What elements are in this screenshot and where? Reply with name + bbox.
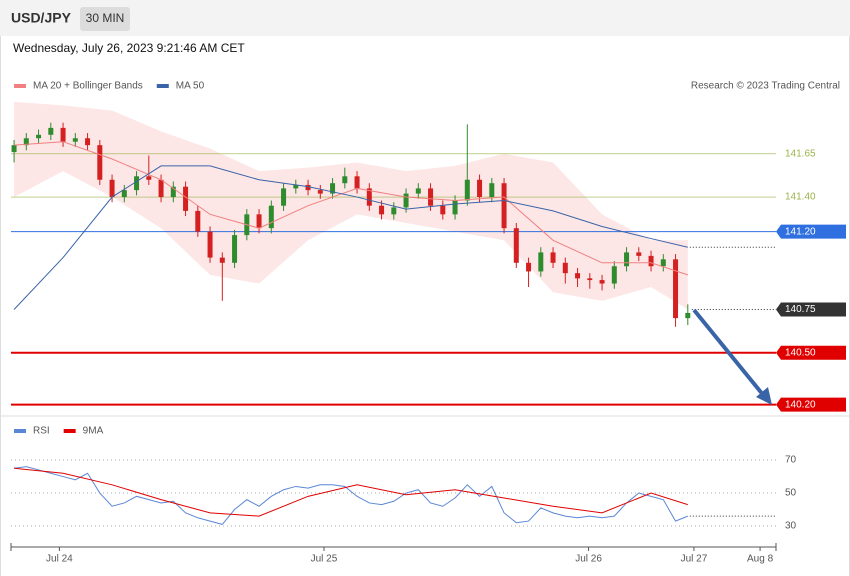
legend-label: MA 50 (176, 81, 205, 92)
candle-body (48, 127, 54, 135)
legend-label: RSI (33, 426, 50, 437)
candle-body (648, 255, 654, 267)
candle-body (477, 179, 483, 198)
candle-body (538, 252, 544, 272)
y-tick-label: 30 (785, 521, 797, 532)
level-tag (776, 302, 846, 317)
candle-body (146, 176, 152, 180)
candle-body (317, 190, 323, 194)
y-tick-label: 50 (785, 488, 797, 499)
legend-swatch (14, 84, 26, 88)
legend-swatch (14, 429, 26, 433)
candle-body (685, 312, 691, 319)
candle-body (232, 235, 238, 263)
candle-body (379, 205, 385, 215)
series-line (13, 165, 688, 310)
candle-body (526, 262, 532, 272)
x-tick-label: Jul 24 (46, 554, 73, 565)
candle-body (36, 134, 42, 139)
candle-body (428, 188, 434, 206)
candle-body (23, 138, 29, 146)
candle-body (452, 200, 458, 215)
candle-body (366, 188, 372, 206)
candle-body (134, 176, 140, 191)
series-line (13, 466, 688, 525)
candle-body (195, 210, 201, 232)
candle-body (513, 228, 519, 263)
y-tick-label: 70 (785, 455, 797, 466)
candle-body (489, 183, 495, 198)
candle-body (72, 138, 78, 142)
level-label: 140.50 (785, 347, 816, 358)
credit: Research © 2023 Trading Central (691, 81, 840, 92)
interval: 30 MIN (86, 11, 125, 25)
candle-body (550, 252, 556, 263)
x-tick-label: Aug 8 (747, 554, 774, 565)
candle-body (256, 214, 262, 229)
candle-body (97, 145, 103, 180)
candle-body (636, 252, 642, 256)
bollinger-band (14, 101, 688, 310)
candle-body (305, 184, 311, 191)
forecast-arrow (692, 308, 766, 398)
candle-body (562, 262, 568, 274)
plots: 141.65 141.40 141.20 140.75 140.50 140.20 MA 2… (10, 81, 846, 565)
level-label: 140.75 (785, 304, 816, 315)
x-tick-label: Jul 26 (575, 554, 602, 565)
level-tag (776, 397, 846, 412)
symbol: USD/JPY (11, 10, 72, 26)
level-tag (776, 345, 846, 360)
candle-body (673, 259, 679, 319)
level-tag (776, 224, 846, 239)
candle-body (11, 145, 17, 153)
candle-body (464, 179, 470, 201)
x-tick-label: Jul 27 (681, 554, 708, 565)
candle-body (611, 266, 617, 284)
candle-body (330, 183, 336, 194)
candle-body (391, 207, 397, 215)
candle-body (342, 176, 348, 184)
candle-body (158, 179, 164, 198)
candle-body (354, 176, 360, 189)
candle-body (660, 259, 666, 267)
level-label: 140.20 (785, 399, 816, 410)
candle-body (268, 205, 274, 229)
level-label: 141.65 (785, 148, 816, 159)
candle-body (575, 273, 581, 279)
x-tick-label: Jul 25 (311, 554, 338, 565)
candle-body (440, 205, 446, 215)
candle-body (624, 252, 630, 267)
candle-body (85, 138, 91, 146)
candle-body (587, 278, 593, 281)
candle-body (281, 188, 287, 206)
series-line (14, 141, 688, 276)
legend-swatch (63, 429, 76, 433)
level-label: 141.40 (785, 192, 816, 203)
candle-body (170, 186, 176, 198)
forecast-arrowhead (756, 387, 772, 405)
candle-body (121, 190, 127, 198)
legend-label: MA 20 + Bollinger Bands (33, 81, 143, 92)
candle-body (501, 183, 507, 229)
interval-pill (80, 7, 130, 31)
candle-body (219, 257, 225, 263)
candle-body (293, 184, 299, 189)
candle-body (599, 280, 605, 284)
candle-body (403, 193, 409, 208)
header-bar (0, 0, 850, 36)
candle-body (60, 127, 66, 142)
candle-body (415, 188, 421, 194)
candle-body (207, 231, 213, 258)
legend-swatch (156, 84, 169, 88)
candle-body (183, 186, 189, 211)
timestamp: Wednesday, July 26, 2023 9:21:46 AM CET (13, 41, 245, 55)
legend-label: 9MA (83, 426, 104, 437)
level-label: 141.20 (785, 226, 816, 237)
series-line (14, 467, 688, 517)
candle-body (109, 179, 115, 198)
